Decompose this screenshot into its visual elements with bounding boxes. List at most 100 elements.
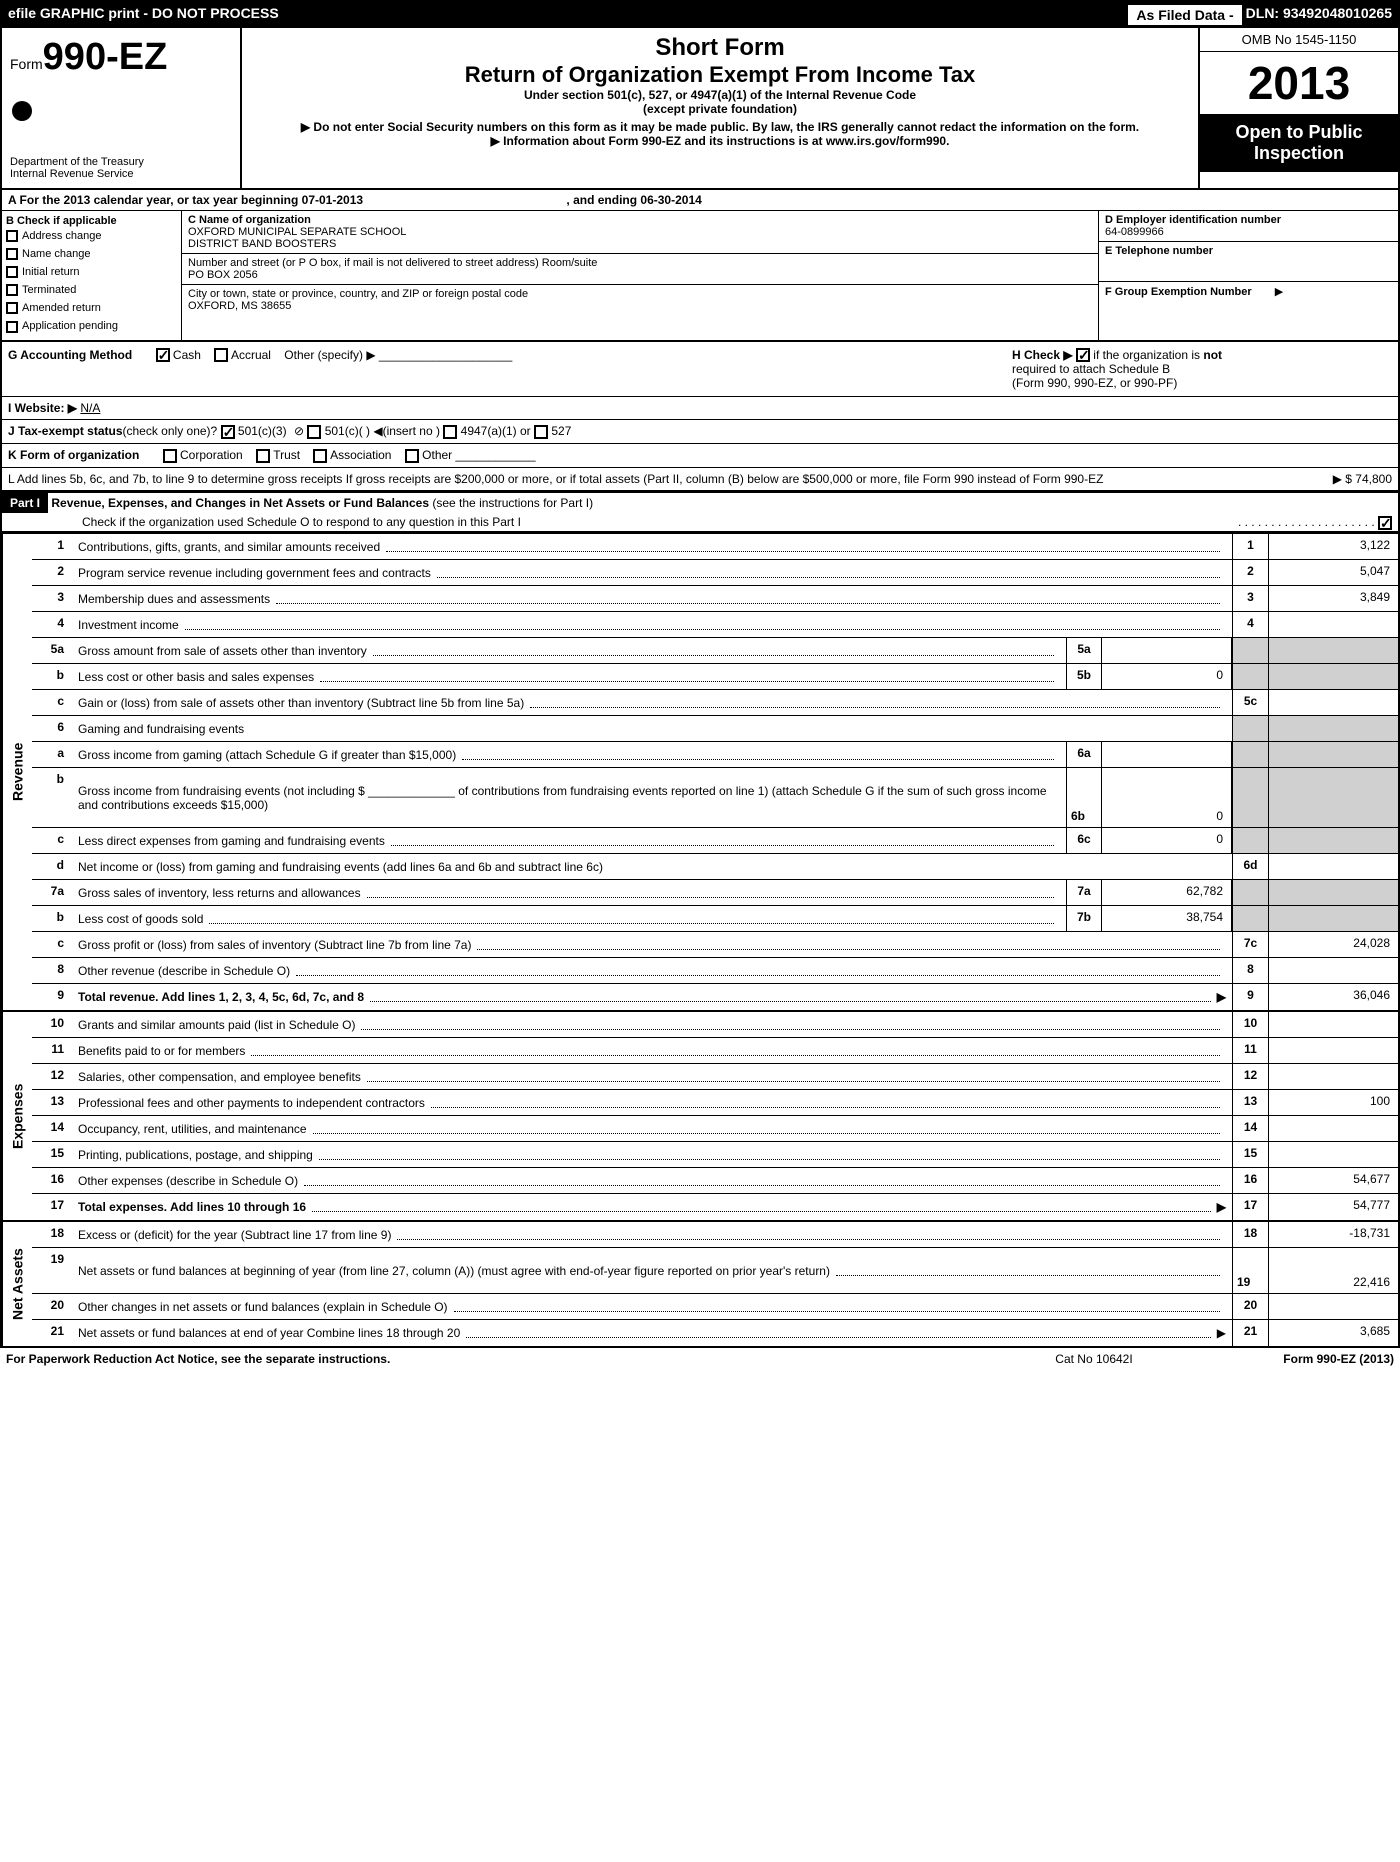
line-1: 1Contributions, gifts, grants, and simil… — [32, 534, 1398, 560]
year: 2013 — [1200, 52, 1398, 114]
other: Other (specify) ▶ — [284, 348, 375, 362]
checkbox-schedule-o[interactable] — [1378, 516, 1392, 530]
checkbox-4947[interactable] — [443, 425, 457, 439]
k-assoc: Association — [330, 448, 391, 462]
netassets-section: Net Assets 18Excess or (deficit) for the… — [2, 1220, 1398, 1346]
section-a-text: A For the 2013 calendar year, or tax yea… — [8, 193, 363, 207]
line-14: 14Occupancy, rent, utilities, and mainte… — [32, 1116, 1398, 1142]
return-title: Return of Organization Exempt From Incom… — [248, 62, 1192, 88]
j-label: J Tax-exempt status — [8, 424, 123, 438]
line-6c: cLess direct expenses from gaming and fu… — [32, 828, 1398, 854]
checkbox-501c[interactable] — [307, 425, 321, 439]
note1: ▶ Do not enter Social Security numbers o… — [248, 120, 1192, 134]
g-row: G Accounting Method Cash Accrual Other (… — [8, 348, 1012, 391]
checkbox-527[interactable] — [534, 425, 548, 439]
footer-right: Form 990-EZ (2013) — [1194, 1352, 1394, 1366]
part1-header: Part I Revenue, Expenses, and Changes in… — [2, 491, 1398, 532]
cb-pending: Application pending — [6, 317, 177, 335]
l-val: ▶ $ 74,800 — [1252, 472, 1392, 486]
ein: 64-0899966 — [1105, 226, 1392, 238]
f-label: F Group Exemption Number — [1105, 286, 1252, 298]
part1-check-row: Check if the organization used Schedule … — [2, 513, 1398, 531]
checkbox-h[interactable] — [1076, 348, 1090, 362]
checkbox-assoc[interactable] — [313, 449, 327, 463]
line-18: 18Excess or (deficit) for the year (Subt… — [32, 1222, 1398, 1248]
line-12: 12Salaries, other compensation, and empl… — [32, 1064, 1398, 1090]
h-label: H Check ▶ — [1012, 348, 1073, 362]
cb-initial: Initial return — [6, 263, 177, 281]
inspection1: Open to Public — [1208, 122, 1390, 143]
revenue-section: Revenue 1Contributions, gifts, grants, a… — [2, 532, 1398, 1010]
inspection2: Inspection — [1208, 143, 1390, 164]
checkbox-icon[interactable] — [6, 230, 18, 242]
checkbox-icon[interactable] — [6, 284, 18, 296]
j-501c: 501(c)( ) ◀(insert no ) — [325, 424, 440, 438]
checkbox-corp[interactable] — [163, 449, 177, 463]
line-11: 11Benefits paid to or for members11 — [32, 1038, 1398, 1064]
e-label: E Telephone number — [1105, 245, 1392, 257]
part1-title: Revenue, Expenses, and Changes in Net As… — [51, 496, 429, 510]
form-number: 990-EZ — [43, 36, 168, 78]
expenses-label: Expenses — [2, 1012, 32, 1220]
line-7a: 7aGross sales of inventory, less returns… — [32, 880, 1398, 906]
dept1: Department of the Treasury — [10, 156, 232, 168]
j-527: 527 — [551, 424, 571, 438]
part1-check: Check if the organization used Schedule … — [82, 515, 521, 529]
revenue-label: Revenue — [2, 534, 32, 1010]
footer: For Paperwork Reduction Act Notice, see … — [0, 1348, 1400, 1370]
header-left: Form990-EZ Department of the Treasury In… — [2, 28, 242, 188]
line-6: 6Gaming and fundraising events — [32, 716, 1398, 742]
h-not: not — [1203, 348, 1222, 362]
section-a-ending: , and ending 06-30-2014 — [566, 193, 701, 207]
header-section: Form990-EZ Department of the Treasury In… — [2, 28, 1398, 190]
cb-address: Address change — [6, 227, 177, 245]
id-f-cell: F Group Exemption Number ▶ — [1099, 282, 1398, 322]
j-row: J Tax-exempt status(check only one)? 501… — [2, 420, 1398, 444]
netassets-rows: 18Excess or (deficit) for the year (Subt… — [32, 1222, 1398, 1346]
line-3: 3Membership dues and assessments33,849 — [32, 586, 1398, 612]
line-5c: cGain or (loss) from sale of assets othe… — [32, 690, 1398, 716]
line-20: 20Other changes in net assets or fund ba… — [32, 1294, 1398, 1320]
checkbox-other[interactable] — [405, 449, 419, 463]
part1-sub: (see the instructions for Part I) — [432, 496, 593, 510]
topbar-mid: As Filed Data - — [1128, 5, 1241, 25]
org-col: C Name of organization OXFORD MUNICIPAL … — [182, 211, 1098, 340]
inspection: Open to Public Inspection — [1200, 114, 1398, 172]
check-o-box: . . . . . . . . . . . . . . . . . . . . … — [1238, 515, 1392, 530]
checkbox-icon[interactable] — [6, 266, 18, 278]
checkbox-accrual[interactable] — [214, 348, 228, 362]
org-city-cell: City or town, state or province, country… — [182, 285, 1098, 324]
checkbox-trust[interactable] — [256, 449, 270, 463]
line-6d: dNet income or (loss) from gaming and fu… — [32, 854, 1398, 880]
org-name1: OXFORD MUNICIPAL SEPARATE SCHOOL — [188, 226, 1092, 238]
checkbox-col: B Check if applicable Address change Nam… — [2, 211, 182, 340]
checkbox-icon[interactable] — [6, 248, 18, 260]
id-d-cell: D Employer identification number 64-0899… — [1099, 211, 1398, 242]
j-sub: (check only one)? — [123, 424, 218, 438]
line-2: 2Program service revenue including gover… — [32, 560, 1398, 586]
f-arrow: ▶ — [1275, 286, 1283, 298]
short-form: Short Form — [248, 34, 1192, 62]
checkbox-501c3[interactable] — [221, 425, 235, 439]
netassets-label: Net Assets — [2, 1222, 32, 1346]
org-name2: DISTRICT BAND BOOSTERS — [188, 238, 1092, 250]
section-a: A For the 2013 calendar year, or tax yea… — [2, 190, 1398, 211]
line-19: 19Net assets or fund balances at beginni… — [32, 1248, 1398, 1294]
j-4947: 4947(a)(1) or — [461, 424, 531, 438]
checkbox-icon[interactable] — [6, 321, 18, 333]
j-501c3: 501(c)(3) — [238, 424, 287, 438]
checkbox-cash[interactable] — [156, 348, 170, 362]
accrual: Accrual — [231, 348, 271, 362]
city: OXFORD, MS 38655 — [188, 300, 1092, 312]
omb: OMB No 1545-1150 — [1200, 28, 1398, 52]
gh-section: G Accounting Method Cash Accrual Other (… — [2, 342, 1398, 398]
line-21: 21Net assets or fund balances at end of … — [32, 1320, 1398, 1346]
i-val: N/A — [80, 401, 100, 415]
city-label: City or town, state or province, country… — [188, 288, 1092, 300]
line-9: 9Total revenue. Add lines 1, 2, 3, 4, 5c… — [32, 984, 1398, 1010]
cash: Cash — [173, 348, 201, 362]
checkbox-icon[interactable] — [6, 302, 18, 314]
note2: ▶ Information about Form 990-EZ and its … — [248, 134, 1192, 148]
line-16: 16Other expenses (describe in Schedule O… — [32, 1168, 1398, 1194]
cb-amended: Amended return — [6, 299, 177, 317]
